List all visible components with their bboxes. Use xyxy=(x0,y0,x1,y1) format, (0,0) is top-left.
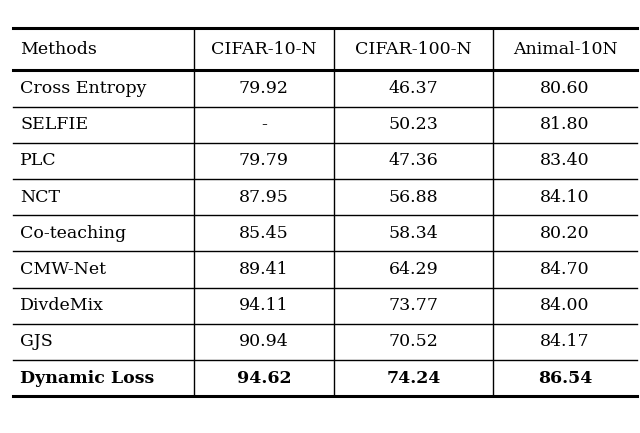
Text: Co-teaching: Co-teaching xyxy=(20,225,127,242)
Text: 84.10: 84.10 xyxy=(540,189,590,206)
Text: 70.52: 70.52 xyxy=(388,333,438,350)
Text: 94.11: 94.11 xyxy=(239,297,289,314)
Text: CMW-Net: CMW-Net xyxy=(20,261,106,278)
Text: 84.17: 84.17 xyxy=(540,333,590,350)
Text: NCT: NCT xyxy=(20,189,61,206)
Text: 80.20: 80.20 xyxy=(540,225,590,242)
Text: 81.80: 81.80 xyxy=(540,116,590,133)
Text: 79.92: 79.92 xyxy=(239,80,289,97)
Text: 80.60: 80.60 xyxy=(540,80,590,97)
Text: GJS: GJS xyxy=(20,333,53,350)
Text: 56.88: 56.88 xyxy=(389,189,438,206)
Text: Cross Entropy: Cross Entropy xyxy=(20,80,147,97)
Text: Animal-10N: Animal-10N xyxy=(513,41,618,58)
Text: 64.29: 64.29 xyxy=(389,261,438,278)
Text: -: - xyxy=(261,116,267,133)
Text: 79.79: 79.79 xyxy=(239,152,289,169)
Text: 73.77: 73.77 xyxy=(388,297,439,314)
Text: 47.36: 47.36 xyxy=(389,152,438,169)
Text: CIFAR-10-N: CIFAR-10-N xyxy=(211,41,317,58)
Text: 46.37: 46.37 xyxy=(389,80,438,97)
Text: DivdeMix: DivdeMix xyxy=(20,297,104,314)
Text: 50.23: 50.23 xyxy=(388,116,438,133)
Text: CIFAR-100-N: CIFAR-100-N xyxy=(355,41,472,58)
Text: 87.95: 87.95 xyxy=(239,189,289,206)
Text: Dynamic Loss: Dynamic Loss xyxy=(20,370,155,387)
Text: 90.94: 90.94 xyxy=(239,333,289,350)
Text: 84.70: 84.70 xyxy=(540,261,590,278)
Text: 89.41: 89.41 xyxy=(239,261,289,278)
Text: PLC: PLC xyxy=(20,152,57,169)
Text: 84.00: 84.00 xyxy=(540,297,590,314)
Text: 94.62: 94.62 xyxy=(237,370,291,387)
Text: 58.34: 58.34 xyxy=(389,225,438,242)
Text: Methods: Methods xyxy=(20,41,97,58)
Text: 74.24: 74.24 xyxy=(387,370,441,387)
Text: 83.40: 83.40 xyxy=(540,152,590,169)
Text: 86.54: 86.54 xyxy=(538,370,592,387)
Text: SELFIE: SELFIE xyxy=(20,116,88,133)
Text: 85.45: 85.45 xyxy=(239,225,289,242)
